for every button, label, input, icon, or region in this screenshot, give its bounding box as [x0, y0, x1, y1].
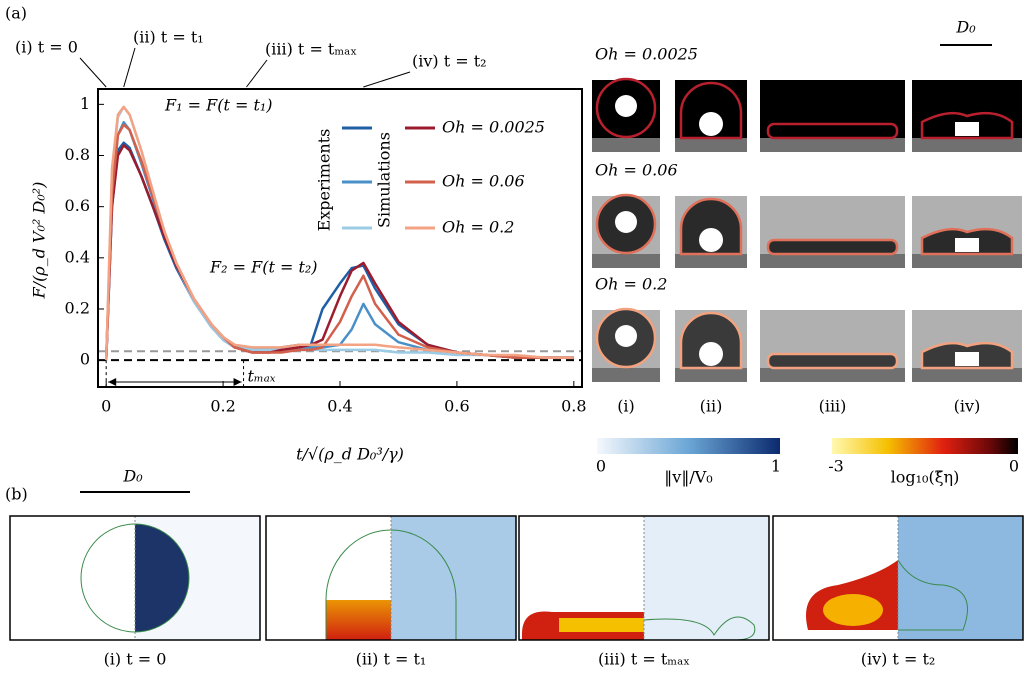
scale-label: D₀: [122, 467, 143, 486]
colorbar-label: log₁₀(ξ̃η): [891, 468, 960, 487]
time-marker-arrow: [246, 60, 267, 87]
image-grid: D₀ Oh = 0.0025 Oh = 0.06 Oh = 0.2 (i) (ii) (ii…: [592, 18, 1022, 487]
y-tick-label: 0.2: [65, 298, 90, 317]
drop-glint: [615, 95, 637, 117]
image-substrate: [675, 138, 747, 152]
drop: [768, 124, 897, 138]
image-substrate: [760, 368, 905, 382]
x-axis-label: t/√(ρ_d D₀³/γ): [296, 445, 404, 464]
column-label: (i): [617, 397, 635, 416]
legend-label: Oh = 0.2: [442, 218, 514, 237]
drop-glint: [615, 325, 637, 347]
image-substrate: [760, 254, 905, 268]
y-tick-label: 1: [80, 94, 90, 113]
colorbar-label: ‖v‖/V₀: [664, 468, 712, 487]
legend-label: Oh = 0.06: [442, 172, 525, 191]
column-label: (ii): [700, 397, 723, 416]
row-label: Oh = 0.06: [595, 161, 678, 180]
x-tick-label: 0.4: [327, 397, 352, 416]
y-axis-label: F/(ρ_d V₀² D₀²): [30, 182, 49, 300]
image-substrate: [675, 254, 747, 268]
y-tick-label: 0.6: [65, 196, 90, 215]
drop-glint: [955, 238, 979, 252]
data-line: [106, 125, 574, 360]
caption: (iii) t = tₘₐₓ: [598, 650, 690, 669]
colorbar: [832, 438, 1018, 454]
drop-glint: [615, 211, 637, 233]
drop-glint: [699, 342, 723, 366]
drop-glint: [955, 122, 979, 136]
x-tick-label: 0.8: [561, 397, 586, 416]
panel-label: (a): [5, 4, 27, 23]
time-marker-label: (i) t = 0: [15, 38, 78, 57]
colorbar-tick-label: -3: [828, 457, 844, 476]
image-substrate: [592, 138, 660, 152]
figure: (a) D₀ Oh = 0.0025 Oh = 0.06 Oh = 0.2 (i) (ii…: [0, 0, 1026, 673]
time-marker-arrow: [363, 72, 410, 87]
drop: [768, 240, 897, 254]
scale-label: D₀: [955, 18, 976, 37]
data-line: [106, 122, 574, 360]
y-tick-label: 0: [80, 350, 90, 369]
colorbar-tick-label: 1: [771, 457, 781, 476]
panel-b: (b) D₀ (i) t = 0 (ii) t = t₁ (iii) t = tₘₐₓ (…: [5, 467, 1023, 669]
column-label: (iv): [954, 397, 981, 416]
image-substrate: [912, 138, 1022, 152]
sim-drop-core: [823, 594, 883, 626]
y-tick-label: 0.4: [65, 247, 90, 266]
row-label: Oh = 0.0025: [595, 45, 698, 64]
caption: (ii) t = t₁: [356, 650, 427, 669]
time-marker-label: (iv) t = t₂: [412, 52, 487, 71]
caption: (iv) t = t₂: [861, 650, 936, 669]
image-substrate: [675, 368, 747, 382]
annotation: F₂ = F(t = t₂): [209, 258, 318, 277]
x-tick-label: 0: [101, 397, 111, 416]
caption: (i) t = 0: [104, 650, 167, 669]
column-label: (iii): [819, 397, 847, 416]
sim-drop-core: [559, 618, 644, 632]
x-tick-label: 0.2: [210, 397, 235, 416]
image-substrate: [912, 254, 1022, 268]
time-marker-label: (iii) t = tₘₐₓ: [265, 40, 357, 59]
legend-group: Simulations: [375, 132, 394, 228]
drop-glint: [699, 228, 723, 252]
row-label: Oh = 0.2: [595, 275, 667, 294]
time-marker-label: (ii) t = t₁: [133, 28, 204, 47]
legend-label: Oh = 0.0025: [442, 118, 545, 137]
drop-glint: [699, 112, 723, 136]
image-substrate: [592, 368, 660, 382]
time-marker-arrow: [80, 58, 106, 87]
tmax-label: tₘₐₓ: [248, 367, 276, 386]
image-substrate: [760, 138, 905, 152]
drop-glint: [955, 352, 979, 366]
sim-flow: [391, 516, 516, 640]
y-tick-label: 0.8: [65, 145, 90, 164]
colorbar-tick-label: 0: [1009, 457, 1019, 476]
sim-flow: [898, 516, 1023, 640]
time-marker-arrow: [124, 48, 135, 87]
legend-group: Experiments: [315, 129, 334, 232]
x-tick-label: 0.6: [444, 397, 469, 416]
colorbar: [597, 438, 780, 454]
annotation: F₁ = F(t = t₁): [164, 96, 273, 115]
panel-label: (b): [5, 485, 28, 504]
drop: [768, 354, 897, 368]
image-substrate: [592, 254, 660, 268]
colorbar-tick-label: 0: [596, 457, 606, 476]
image-substrate: [912, 368, 1022, 382]
